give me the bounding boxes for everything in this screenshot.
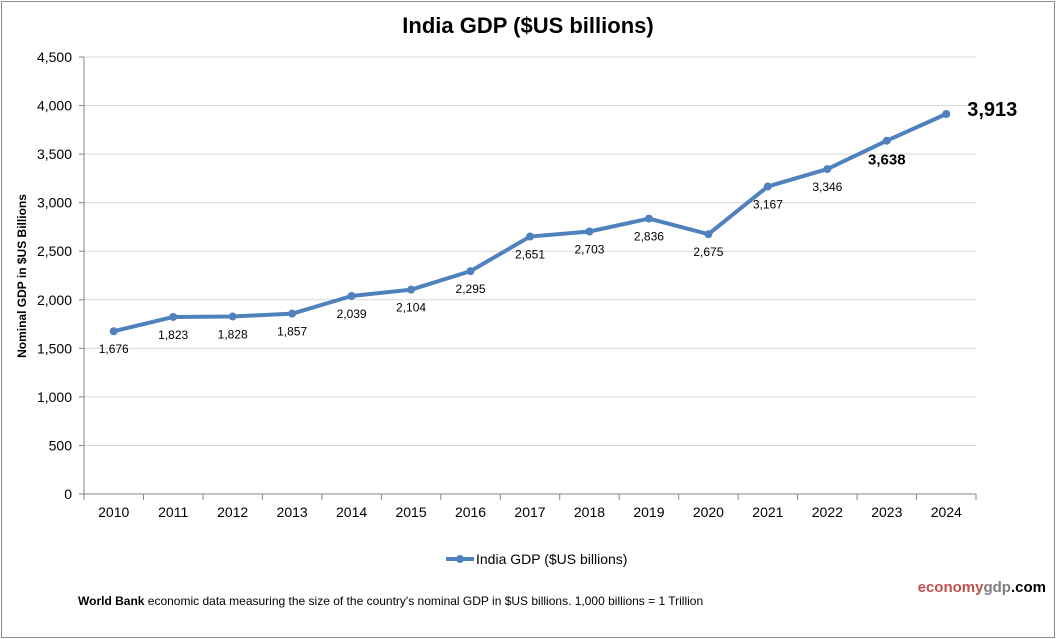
data-point	[169, 312, 178, 321]
legend-label: India GDP ($US billions)	[476, 551, 628, 567]
data-label: 3,913	[967, 99, 1017, 121]
data-label: 3,346	[812, 180, 842, 194]
data-point	[526, 232, 534, 241]
brand-part-com: .com	[1010, 579, 1046, 596]
data-point	[585, 227, 594, 236]
data-label: 1,857	[277, 325, 307, 339]
data-label: 2,039	[337, 307, 367, 321]
data-point	[347, 291, 356, 300]
data-label: 2,836	[634, 230, 664, 244]
x-tick-label: 2021	[752, 504, 783, 520]
y-tick-label: 500	[49, 437, 73, 453]
x-tick-label: 2024	[931, 504, 962, 520]
x-tick-label: 2013	[277, 504, 308, 520]
x-tick-label: 2011	[158, 504, 188, 520]
data-label: 2,703	[574, 243, 604, 257]
y-tick-label: 4,500	[37, 49, 72, 65]
data-point	[466, 267, 475, 276]
data-label: 1,828	[218, 327, 248, 341]
y-tick-label: 3,000	[37, 195, 72, 211]
y-tick-label: 2,000	[37, 292, 72, 308]
data-point	[942, 110, 951, 119]
x-tick-label: 2012	[217, 504, 248, 520]
data-label: 1,823	[158, 328, 188, 342]
brand-part-gdp: gdp	[983, 579, 1011, 596]
x-tick-label: 2023	[871, 504, 902, 520]
data-label: 2,295	[456, 282, 486, 296]
chart-title: India GDP ($US billions)	[402, 13, 654, 38]
data-label: 2,675	[693, 245, 723, 259]
legend: India GDP ($US billions)	[446, 551, 627, 567]
data-point	[823, 165, 832, 174]
legend-line-marker-icon	[446, 555, 474, 563]
data-point	[228, 312, 237, 321]
data-point	[288, 309, 297, 318]
x-tick-label: 2010	[98, 504, 129, 520]
data-label: 2,104	[396, 301, 426, 315]
data-point	[407, 285, 416, 294]
x-tick-label: 2019	[633, 504, 664, 520]
data-point	[109, 327, 118, 336]
footnote: World Bank economic data measuring the s…	[78, 594, 703, 608]
y-tick-label: 0	[64, 486, 72, 502]
x-tick-label: 2022	[812, 504, 843, 520]
data-label: 3,638	[868, 152, 906, 169]
data-point	[644, 214, 653, 223]
x-tick-label: 2020	[693, 504, 724, 520]
data-label: 3,167	[753, 197, 783, 211]
x-tick-label: 2015	[395, 504, 426, 520]
footnote-text: economic data measuring the size of the …	[144, 594, 704, 608]
data-point	[704, 230, 713, 239]
x-tick-label: 2016	[455, 504, 486, 520]
x-tick-label: 2017	[514, 504, 545, 520]
y-tick-label: 3,500	[37, 146, 72, 162]
y-tick-label: 1,500	[37, 340, 72, 356]
y-tick-label: 4,000	[37, 98, 72, 114]
y-tick-label: 2,500	[37, 243, 72, 259]
x-tick-label: 2018	[574, 504, 605, 520]
series-line	[113, 112, 948, 334]
data-label: 1,676	[99, 342, 129, 356]
data-point	[882, 136, 891, 145]
y-tick-label: 1,000	[37, 389, 72, 405]
data-label: 2,651	[515, 248, 545, 262]
brand-part-economy: economy	[917, 579, 984, 596]
footnote-source: World Bank	[78, 594, 145, 608]
brand-logo[interactable]: economygdp.com	[918, 579, 1046, 596]
data-point	[763, 182, 772, 191]
x-tick-label: 2014	[336, 504, 367, 520]
